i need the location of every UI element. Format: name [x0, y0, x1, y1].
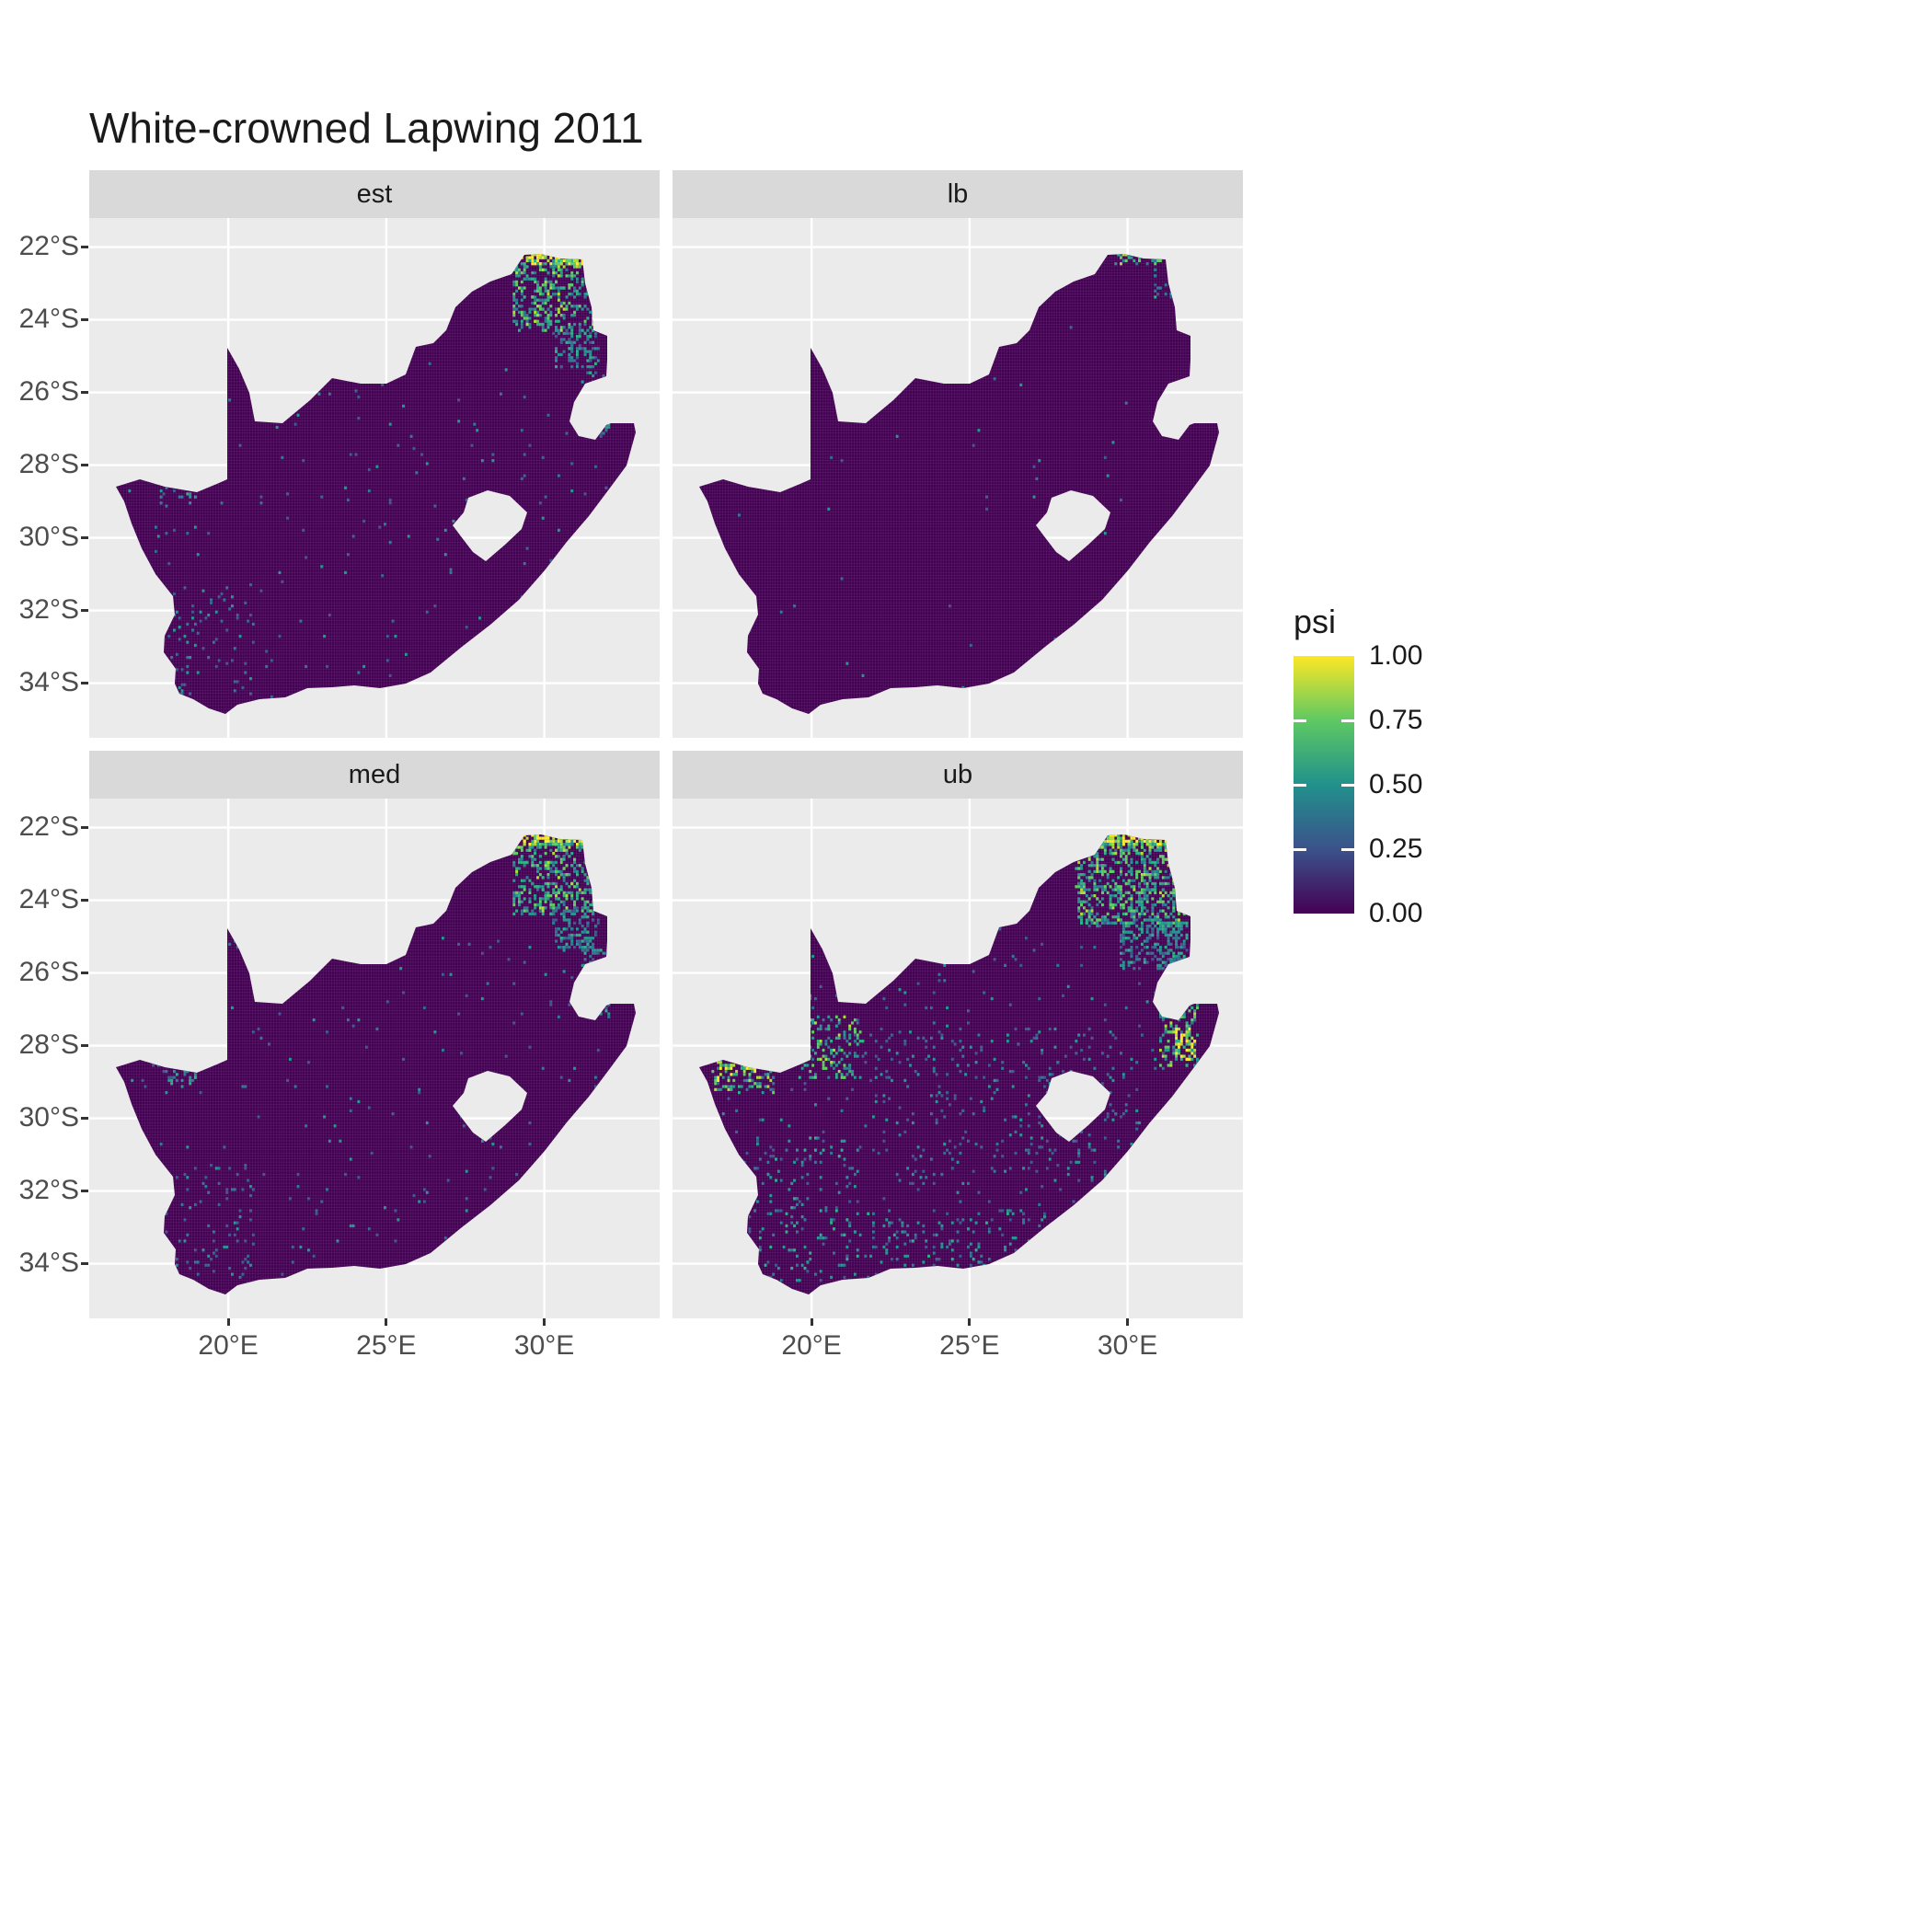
facet-panel-lb [673, 218, 1243, 738]
x-tick-mark [385, 1318, 388, 1326]
raster-texture [116, 254, 636, 714]
map-svg-med [89, 799, 660, 1318]
y-tick-mark [81, 826, 88, 830]
legend-tick-mark [1294, 719, 1306, 722]
x-tick-label: 30°E [1097, 1330, 1158, 1361]
x-tick-label: 25°E [939, 1330, 1000, 1361]
y-tick-mark [81, 246, 88, 249]
chart-title: White-crowned Lapwing 2011 [89, 104, 644, 152]
y-tick-mark [81, 609, 88, 613]
y-tick-label: 32°S [18, 1174, 79, 1205]
y-tick-mark [81, 1262, 88, 1266]
facet-strip-label: ub [942, 759, 973, 789]
legend-tick-mark [1341, 719, 1354, 722]
y-tick-mark [81, 1190, 88, 1193]
facet-strip-est: est [89, 170, 660, 218]
legend-tick-label: 0.00 [1369, 898, 1423, 928]
x-tick-label: 20°E [781, 1330, 842, 1361]
y-tick-label: 28°S [18, 448, 79, 479]
y-tick-mark [81, 536, 88, 540]
map-svg-ub [673, 799, 1243, 1318]
y-tick-label: 22°S [18, 811, 79, 842]
legend-title: psi [1294, 603, 1337, 640]
y-tick-mark [81, 391, 88, 395]
y-tick-mark [81, 972, 88, 975]
y-tick-label: 22°S [18, 230, 79, 261]
y-tick-mark [81, 682, 88, 685]
y-tick-label: 34°S [18, 1247, 79, 1278]
y-tick-label: 24°S [18, 303, 79, 334]
facet-strip-ub: ub [673, 751, 1243, 799]
raster-texture [116, 834, 636, 1294]
y-tick-mark [81, 1044, 88, 1048]
x-tick-mark [226, 1318, 230, 1326]
y-tick-label: 30°S [18, 521, 79, 552]
y-tick-label: 32°S [18, 593, 79, 625]
facet-strip-label: med [348, 759, 401, 789]
legend-tick-label: 1.00 [1369, 640, 1423, 671]
x-tick-mark [968, 1318, 972, 1326]
legend-tick-label: 0.75 [1369, 705, 1423, 735]
x-tick-mark [543, 1318, 546, 1326]
legend-tick-mark [1294, 783, 1306, 787]
facet-panel-med [89, 799, 660, 1318]
map-svg-lb [673, 218, 1243, 738]
legend-tick-label: 0.50 [1369, 769, 1423, 799]
facet-panel-ub [673, 799, 1243, 1318]
map-svg-est [89, 218, 660, 738]
facet-strip-label: est [356, 178, 393, 209]
facet-strip-label: lb [947, 178, 969, 209]
legend-tick-mark [1294, 847, 1306, 851]
y-tick-label: 24°S [18, 883, 79, 914]
y-tick-mark [81, 464, 88, 467]
legend-tick-mark [1341, 847, 1354, 851]
y-tick-mark [81, 318, 88, 322]
facet-strip-lb: lb [673, 170, 1243, 218]
x-tick-label: 25°E [356, 1330, 417, 1361]
y-tick-mark [81, 1117, 88, 1121]
raster-texture [699, 254, 1219, 714]
y-tick-mark [81, 899, 88, 903]
y-tick-label: 26°S [18, 375, 79, 407]
y-tick-label: 30°S [18, 1101, 79, 1133]
y-tick-label: 28°S [18, 1029, 79, 1060]
x-tick-label: 30°E [513, 1330, 575, 1361]
raster-texture [699, 834, 1219, 1294]
x-tick-mark [1126, 1318, 1130, 1326]
legend-tick-label: 0.25 [1369, 834, 1423, 864]
facet-strip-med: med [89, 751, 660, 799]
facet-panel-est [89, 218, 660, 738]
y-tick-label: 26°S [18, 956, 79, 987]
y-tick-label: 34°S [18, 666, 79, 697]
legend: psi 1.00 0.75 0.50 0.25 0.00 [1286, 603, 1516, 971]
x-tick-label: 20°E [198, 1330, 259, 1361]
x-tick-mark [810, 1318, 813, 1326]
legend-tick-mark [1341, 783, 1354, 787]
